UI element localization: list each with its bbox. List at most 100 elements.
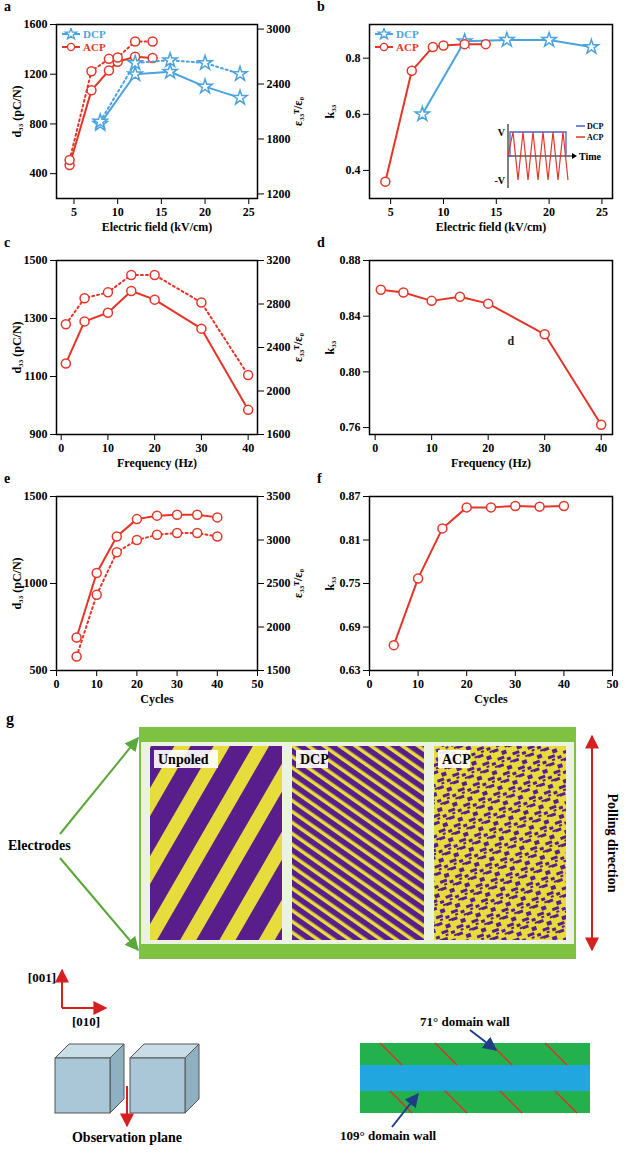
svg-text:1500: 1500: [24, 253, 48, 267]
svg-text:10: 10: [412, 677, 424, 691]
svg-text:ε₃₃ᵀ/ε₀: ε₃₃ᵀ/ε₀: [291, 569, 305, 598]
svg-text:3000: 3000: [267, 533, 291, 547]
svg-text:3200: 3200: [267, 253, 291, 267]
svg-text:0.88: 0.88: [340, 253, 361, 267]
svg-text:25: 25: [596, 205, 608, 219]
svg-text:30: 30: [509, 677, 521, 691]
svg-text:0.76: 0.76: [340, 420, 361, 434]
svg-text:50: 50: [607, 677, 619, 691]
svg-text:Frequency (Hz): Frequency (Hz): [117, 456, 197, 470]
svg-text:30: 30: [171, 677, 183, 691]
svg-text:0: 0: [54, 677, 60, 691]
svg-text:Time: Time: [579, 151, 602, 162]
svg-text:ε₃₃ᵀ/ε₀: ε₃₃ᵀ/ε₀: [291, 97, 305, 126]
svg-text:20: 20: [199, 205, 211, 219]
svg-text:V: V: [498, 127, 506, 138]
svg-text:1000: 1000: [24, 576, 48, 590]
svg-text:0.4: 0.4: [346, 163, 361, 177]
svg-text:10: 10: [437, 205, 449, 219]
svg-text:0.63: 0.63: [340, 663, 361, 677]
svg-text:2800: 2800: [267, 297, 291, 311]
svg-text:10: 10: [102, 441, 114, 455]
svg-text:[001]: [001]: [28, 970, 56, 985]
svg-text:0.69: 0.69: [340, 620, 361, 634]
svg-text:Electric field (kV/cm): Electric field (kV/cm): [436, 220, 547, 234]
svg-text:40: 40: [558, 677, 570, 691]
svg-text:1100: 1100: [24, 369, 47, 383]
svg-text:-V: -V: [494, 175, 505, 186]
svg-text:2400: 2400: [267, 77, 291, 91]
svg-text:Observation plane: Observation plane: [72, 1130, 182, 1145]
svg-text:2000: 2000: [267, 620, 291, 634]
svg-text:k₃₃: k₃₃: [323, 340, 337, 354]
svg-text:ε₃₃ᵀ/ε₀: ε₃₃ᵀ/ε₀: [291, 333, 305, 362]
svg-text:20: 20: [461, 677, 473, 691]
svg-text:d: d: [507, 334, 514, 348]
svg-text:0.87: 0.87: [340, 489, 361, 503]
svg-text:500: 500: [30, 663, 48, 677]
svg-text:Polling direction: Polling direction: [605, 794, 620, 893]
svg-text:15: 15: [155, 205, 167, 219]
svg-text:d₃₃ (pC/N): d₃₃ (pC/N): [10, 85, 24, 137]
svg-text:0.6: 0.6: [346, 107, 361, 121]
svg-text:40: 40: [211, 677, 223, 691]
svg-text:10: 10: [91, 677, 103, 691]
svg-text:1600: 1600: [24, 17, 48, 31]
svg-text:ACP: ACP: [587, 133, 604, 142]
svg-text:800: 800: [30, 117, 48, 131]
svg-text:1500: 1500: [267, 663, 291, 677]
svg-text:0.81: 0.81: [340, 533, 361, 547]
svg-text:5: 5: [388, 205, 394, 219]
svg-text:Cycles: Cycles: [474, 692, 508, 706]
svg-text:0: 0: [367, 677, 373, 691]
svg-text:50: 50: [252, 677, 264, 691]
svg-text:1500: 1500: [24, 489, 48, 503]
svg-text:g: g: [6, 710, 14, 728]
svg-text:k₃₃: k₃₃: [323, 104, 337, 118]
svg-text:20: 20: [543, 205, 555, 219]
svg-text:Electric field (kV/cm): Electric field (kV/cm): [102, 220, 213, 234]
svg-text:20: 20: [482, 441, 494, 455]
svg-text:109° domain wall: 109° domain wall: [340, 1128, 437, 1143]
svg-text:d₃₃ (pC/N): d₃₃ (pC/N): [10, 321, 24, 373]
svg-text:DCP: DCP: [587, 122, 604, 131]
svg-text:Cycles: Cycles: [140, 692, 174, 706]
svg-text:0.75: 0.75: [340, 576, 361, 590]
svg-text:k₃₃: k₃₃: [323, 576, 337, 590]
svg-text:2000: 2000: [267, 384, 291, 398]
svg-text:20: 20: [149, 441, 161, 455]
svg-text:900: 900: [30, 427, 48, 441]
svg-text:Electrodes: Electrodes: [8, 838, 71, 853]
svg-text:3500: 3500: [267, 489, 291, 503]
svg-text:0: 0: [58, 441, 64, 455]
svg-text:10: 10: [112, 205, 124, 219]
svg-text:10: 10: [426, 441, 438, 455]
svg-text:0.80: 0.80: [340, 365, 361, 379]
svg-text:3000: 3000: [267, 22, 291, 36]
svg-text:1200: 1200: [267, 187, 291, 201]
svg-text:[010]: [010]: [72, 1014, 100, 1029]
svg-text:30: 30: [195, 441, 207, 455]
svg-text:Unpoled: Unpoled: [158, 752, 209, 767]
svg-text:0: 0: [372, 441, 378, 455]
svg-text:20: 20: [131, 677, 143, 691]
svg-text:1200: 1200: [24, 67, 48, 81]
svg-text:ACP: ACP: [442, 752, 471, 767]
svg-text:25: 25: [243, 205, 255, 219]
svg-text:0.84: 0.84: [340, 309, 361, 323]
svg-text:DCP: DCP: [300, 752, 329, 767]
svg-text:1600: 1600: [267, 427, 291, 441]
svg-text:Frequency (Hz): Frequency (Hz): [451, 456, 531, 470]
svg-text:5: 5: [71, 205, 77, 219]
svg-text:400: 400: [30, 166, 48, 180]
svg-text:2400: 2400: [267, 340, 291, 354]
svg-text:1300: 1300: [24, 311, 48, 325]
svg-text:1800: 1800: [267, 132, 291, 146]
svg-text:d₃₃ (pC/N): d₃₃ (pC/N): [10, 557, 24, 609]
svg-text:71° domain wall: 71° domain wall: [420, 1014, 510, 1029]
svg-text:15: 15: [490, 205, 502, 219]
svg-text:30: 30: [539, 441, 551, 455]
svg-text:0.8: 0.8: [346, 51, 361, 65]
svg-text:40: 40: [595, 441, 607, 455]
svg-text:2500: 2500: [267, 576, 291, 590]
